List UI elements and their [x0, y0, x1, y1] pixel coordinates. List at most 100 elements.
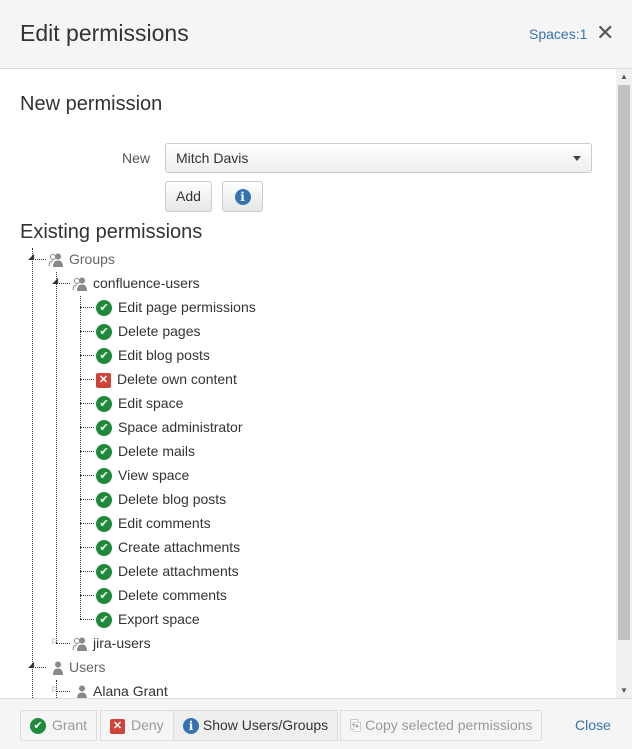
tree-connector	[80, 451, 94, 452]
permission-label: Delete attachments	[118, 563, 239, 579]
new-permission-heading: New permission	[20, 93, 163, 115]
tree-node-group[interactable]: jira-users	[72, 633, 151, 653]
permission-label: Edit space	[118, 395, 184, 411]
tree-connector	[80, 379, 94, 380]
tree-connector	[80, 547, 94, 548]
close-button[interactable]: Close	[575, 717, 611, 733]
collapse-toggle-icon[interactable]: ◢	[52, 276, 59, 285]
tree-connector	[80, 355, 94, 356]
collapse-toggle-icon[interactable]: ◢	[28, 252, 35, 261]
tree-connector	[80, 619, 94, 620]
tree-node-permission[interactable]: ✔ View space	[96, 465, 189, 485]
new-label: New	[122, 150, 151, 166]
permission-label: Delete mails	[118, 443, 196, 459]
tree-connector	[32, 259, 46, 260]
grant-button[interactable]: ✔ Grant	[20, 710, 98, 741]
tree-node-permission[interactable]: ✔ Delete mails	[96, 441, 195, 461]
groups-label: Groups	[69, 251, 115, 267]
info-button[interactable]: i	[222, 181, 263, 212]
check-icon: ✔	[96, 564, 112, 581]
permission-label: View space	[118, 467, 190, 483]
add-button[interactable]: Add	[165, 181, 212, 212]
check-icon: ✔	[96, 420, 112, 437]
tree-line	[56, 272, 57, 643]
tree-node-permission[interactable]: ✔ Delete attachments	[96, 561, 239, 581]
deny-label: Deny	[131, 717, 164, 733]
grant-label: Grant	[52, 717, 88, 733]
check-icon: ✔	[96, 540, 112, 557]
users-label: Users	[69, 659, 106, 675]
user-select-value: Mitch Davis	[176, 150, 249, 166]
permission-label: Space administrator	[118, 419, 243, 435]
tree-line	[32, 248, 33, 698]
tree-node-user[interactable]: Alana Grant	[72, 681, 168, 698]
permission-label: Create attachments	[118, 539, 241, 555]
tree-connector	[80, 331, 94, 332]
tree-node-group[interactable]: confluence-users	[72, 273, 200, 293]
close-icon[interactable]: ✕	[596, 20, 615, 45]
tree-node-permission[interactable]: ✔ Edit comments	[96, 513, 211, 533]
info-icon: i	[183, 718, 199, 735]
check-icon: ✔	[96, 348, 112, 365]
tree-connector	[80, 571, 94, 572]
deny-icon: ✕	[96, 372, 111, 388]
tree-connector	[56, 283, 70, 284]
tree-node-users[interactable]: Users	[48, 657, 106, 677]
tree-connector	[56, 691, 70, 692]
check-icon: ✔	[96, 468, 112, 485]
check-icon: ✔	[96, 516, 112, 533]
chevron-down-icon	[573, 156, 581, 161]
copy-permissions-button[interactable]: ⎘ Copy selected permissions	[340, 710, 543, 741]
existing-permissions-heading: Existing permissions	[20, 221, 203, 243]
tree-connector	[80, 499, 94, 500]
info-icon: i	[234, 189, 251, 206]
permission-label: Delete blog posts	[118, 491, 227, 507]
tree-connector	[80, 307, 94, 308]
tree-node-permission[interactable]: ✕ Delete own content	[96, 369, 237, 389]
permission-label: Delete own content	[117, 371, 237, 387]
spaces-link[interactable]: Spaces:1	[529, 26, 588, 42]
permission-label: Edit page permissions	[118, 299, 256, 315]
tree-node-permission[interactable]: ✔ Edit page permissions	[96, 297, 256, 317]
tree-connector	[80, 523, 94, 524]
permission-label: Edit comments	[118, 515, 211, 531]
permission-label: Delete pages	[118, 323, 201, 339]
check-icon: ✔	[96, 444, 112, 461]
tree-connector	[32, 667, 46, 668]
tree-node-permission[interactable]: ✔ Delete blog posts	[96, 489, 226, 509]
user-select[interactable]: Mitch Davis	[165, 143, 592, 173]
tree-node-permission[interactable]: ✔ Space administrator	[96, 417, 243, 437]
tree-node-permission[interactable]: ✔ Export space	[96, 609, 200, 629]
check-icon: ✔	[96, 300, 112, 317]
scroll-down-icon[interactable]: ▼	[620, 686, 628, 695]
expand-toggle-icon[interactable]: ▷	[52, 636, 59, 645]
collapse-toggle-icon[interactable]: ◢	[28, 660, 35, 669]
permission-label: Delete comments	[118, 587, 227, 603]
tree-line	[80, 296, 81, 619]
show-users-groups-button[interactable]: i Show Users/Groups	[173, 710, 339, 741]
check-icon: ✔	[96, 492, 112, 509]
check-icon: ✔	[96, 396, 112, 413]
group-name: jira-users	[93, 635, 151, 651]
tree-node-permission[interactable]: ✔ Delete comments	[96, 585, 227, 605]
tree-node-permission[interactable]: ✔ Create attachments	[96, 537, 240, 557]
scrollbar[interactable]: ▲ ▼	[616, 69, 632, 698]
tree-node-permission[interactable]: ✔ Edit space	[96, 393, 183, 413]
tree-node-groups[interactable]: Groups	[48, 249, 115, 269]
tree-node-permission[interactable]: ✔ Edit blog posts	[96, 345, 210, 365]
permission-label: Export space	[118, 611, 200, 627]
user-name: Alana Grant	[93, 683, 168, 698]
dialog-footer: ✔ Grant ✕ Deny i Show Users/Groups ⎘ Copy …	[0, 698, 632, 749]
scroll-up-icon[interactable]: ▲	[620, 72, 628, 81]
tree-connector	[80, 475, 94, 476]
check-icon: ✔	[96, 612, 112, 629]
deny-button[interactable]: ✕ Deny	[100, 710, 174, 741]
copy-label: Copy selected permissions	[365, 717, 533, 733]
tree-node-permission[interactable]: ✔ Delete pages	[96, 321, 201, 341]
tree-connector	[56, 643, 70, 644]
dialog-body: New permission New Mitch Davis Add i Exi…	[0, 69, 616, 698]
permission-label: Edit blog posts	[118, 347, 210, 363]
expand-toggle-icon[interactable]: ▷	[52, 684, 59, 693]
scrollbar-thumb[interactable]	[618, 85, 630, 640]
tree-line	[56, 680, 57, 698]
